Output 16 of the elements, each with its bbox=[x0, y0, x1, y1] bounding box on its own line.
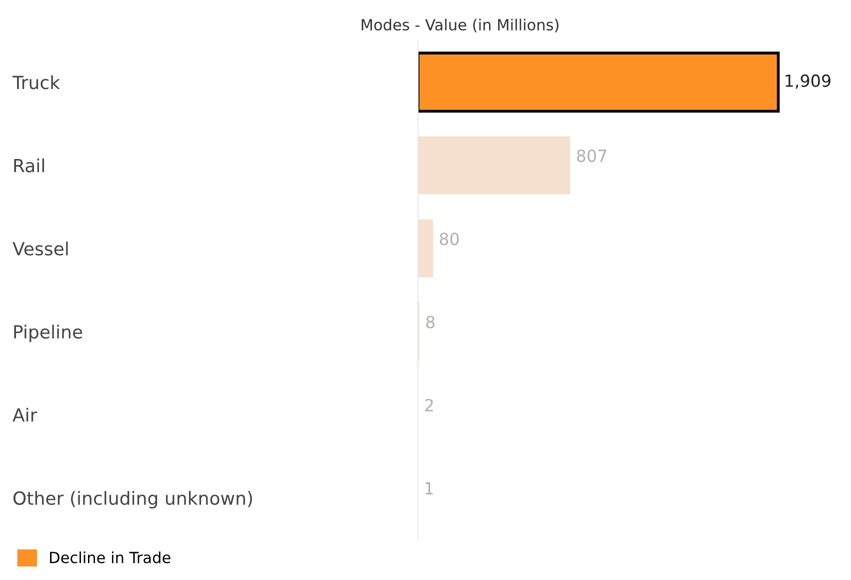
y-tick-label: Vessel bbox=[12, 242, 68, 256]
legend-label: Decline in Trade bbox=[50, 551, 170, 564]
data-label: 2 bbox=[425, 398, 433, 412]
y-tick-label: Rail bbox=[14, 158, 44, 172]
y-tick-label: Truck bbox=[12, 75, 60, 90]
data-label: 1 bbox=[426, 482, 433, 494]
y-tick-label: Other (including unknown) bbox=[13, 490, 252, 508]
bar bbox=[418, 219, 434, 278]
y-tick-label: Air bbox=[12, 408, 38, 422]
y-tick-label: Pipeline bbox=[14, 324, 82, 342]
data-label: 807 bbox=[576, 149, 606, 162]
data-label: 8 bbox=[426, 316, 435, 328]
data-label: 1,909 bbox=[786, 74, 830, 89]
data-label: 80 bbox=[440, 232, 459, 246]
bar bbox=[418, 136, 570, 194]
chart-title: Modes - Value (in Millions) bbox=[362, 18, 558, 32]
